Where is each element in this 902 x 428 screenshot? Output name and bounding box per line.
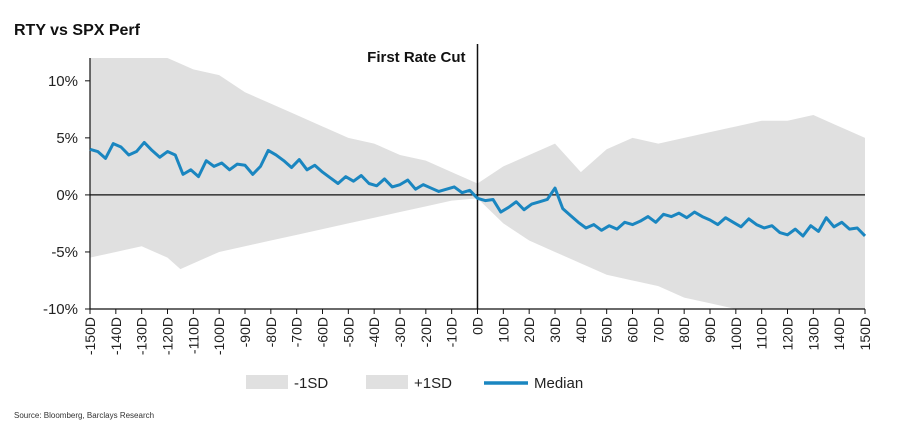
y-tick-label: -10% [43,301,78,318]
x-tick-label: -50D [340,317,356,347]
x-tick-label: -80D [263,317,279,347]
axes: 10%5%0%-5%-10%-150D -140D -130D -120D -110D -… [43,44,873,355]
median-line [89,140,867,238]
x-tick-label: 110D [754,317,770,349]
x-tick-label: 60D [625,317,641,343]
y-tick-label: 0% [56,187,78,204]
legend-label: Median [534,375,583,392]
x-tick-label: -60D [315,317,331,347]
x-tick-label: 90D [702,317,718,343]
x-tick-label: 120D [780,317,796,350]
x-tick-label: -110D [185,317,201,354]
source-note: Source: Bloomberg, Barclays Research [14,411,155,420]
x-tick-label: -130D [134,317,150,355]
minus-1sd-area [90,194,865,309]
x-tick-label: 100D [728,317,744,350]
x-tick-label: 150D [857,317,873,350]
x-tick-label: -120D [160,317,176,355]
y-tick-label: 5% [56,130,78,147]
x-tick-label: 140D [831,317,847,350]
legend: -1SD +1SD Median [246,375,583,392]
x-tick-label: 130D [805,317,821,350]
y-tick-label: 10% [48,73,78,90]
x-tick-label: 20D [521,317,537,343]
x-tick-label: -70D [289,317,305,347]
rate-cut-annotation: First Rate Cut [367,49,465,66]
legend-swatch [246,375,288,389]
x-tick-label: 40D [573,317,589,343]
x-tick-label: -10D [444,317,460,347]
x-tick-label: -40D [366,317,382,347]
median-line-group [89,140,867,238]
x-tick-label: -150D [82,317,98,355]
x-tick-label: -30D [392,317,408,347]
x-tick-label: 0D [470,317,486,335]
legend-label: +1SD [414,375,452,392]
x-tick-label: -20D [418,317,434,347]
x-tick-label: 30D [547,317,563,343]
x-tick-label: 80D [676,317,692,343]
x-tick-label: -140D [108,317,124,355]
legend-swatch [366,375,408,389]
y-tick-label: -5% [51,244,78,261]
legend-label: -1SD [294,375,328,392]
x-tick-label: 70D [650,317,666,343]
x-tick-label: 10D [495,317,511,343]
x-tick-label: 50D [599,317,615,343]
x-tick-label: -90D [237,317,253,347]
x-tick-label: -100D [211,317,227,355]
chart-title: RTY vs SPX Perf [14,22,140,39]
